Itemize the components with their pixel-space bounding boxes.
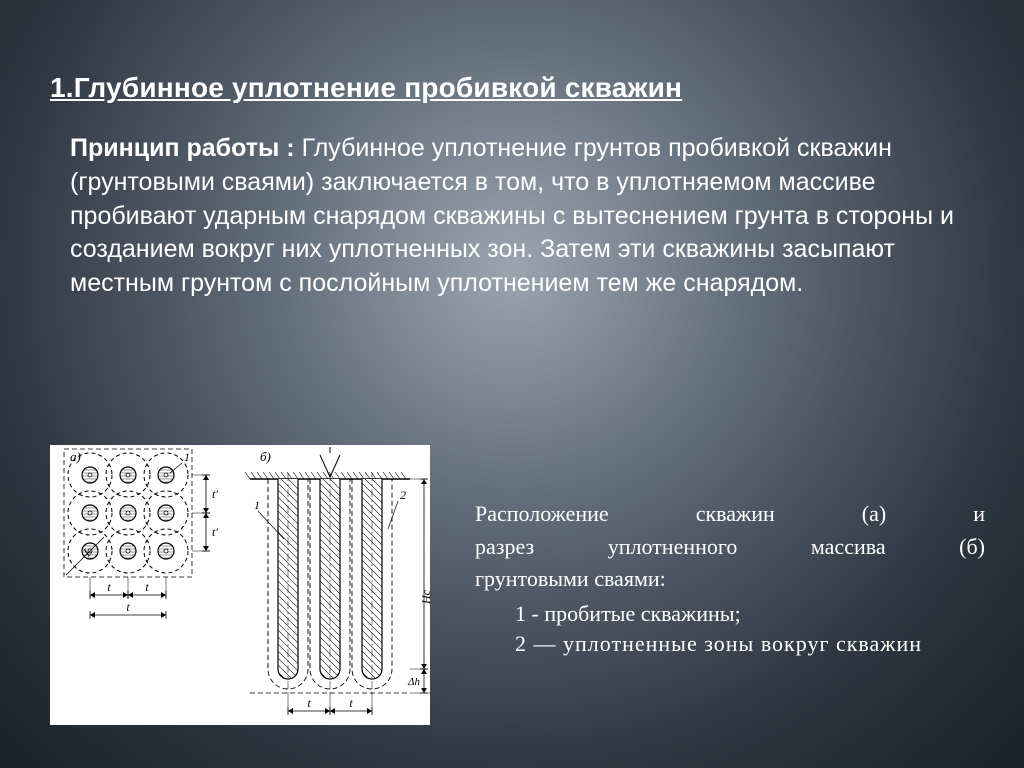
- svg-text:t′: t′: [212, 525, 218, 539]
- svg-text:Δh: Δh: [407, 676, 420, 688]
- body-paragraph: Принцип работы : Глубинное уплотнение гр…: [50, 132, 974, 301]
- svg-text:t: t: [126, 600, 130, 614]
- legend-item: 1 - пробитые скважины;: [515, 600, 985, 629]
- legend-item: 2 — уплотненные зоны вокруг скважин: [515, 630, 985, 659]
- slide: 1.Глубинное уплотнение пробивкой скважин…: [0, 0, 1024, 768]
- caption-line: грунтовыми сваями:: [475, 565, 985, 594]
- figure-caption: Расположение скважин (а) и разрез уплотн…: [475, 500, 985, 659]
- svg-text:t: t: [107, 580, 111, 594]
- svg-text:t: t: [145, 580, 149, 594]
- svg-text:Hc: Hc: [419, 589, 430, 605]
- figure-svg: а)1tttt′t′Lб)12HcHупΔhtt: [50, 445, 430, 725]
- svg-text:б): б): [260, 449, 271, 464]
- svg-text:а): а): [70, 449, 81, 464]
- svg-text:t: t: [307, 696, 311, 710]
- figure: а)1tttt′t′Lб)12HcHупΔhtt: [50, 445, 430, 725]
- svg-text:t: t: [349, 696, 353, 710]
- caption-line: разрез уплотненного массива (б): [475, 533, 985, 562]
- svg-text:2: 2: [400, 488, 406, 502]
- caption-line: Расположение скважин (а) и: [475, 500, 985, 529]
- body-lead: Принцип работы :: [70, 134, 295, 162]
- svg-text:1: 1: [184, 450, 190, 464]
- svg-text:1: 1: [254, 498, 260, 512]
- caption-legend: 1 - пробитые скважины; 2 — уплотненные з…: [475, 600, 985, 659]
- svg-text:t′: t′: [212, 487, 218, 501]
- slide-title: 1.Глубинное уплотнение пробивкой скважин: [50, 72, 974, 104]
